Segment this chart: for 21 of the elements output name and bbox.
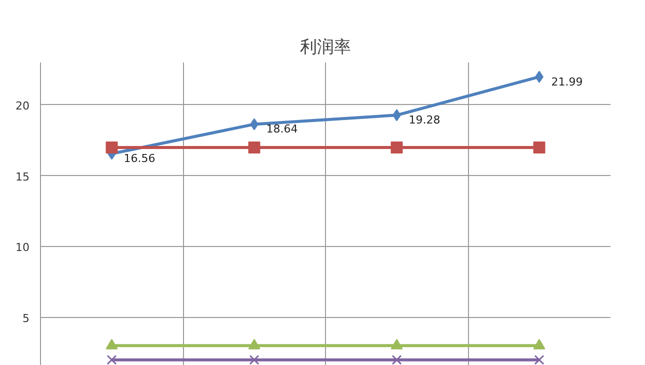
- point: [392, 354, 402, 365]
- point: [533, 141, 546, 154]
- y-tick-label: 10: [16, 241, 30, 254]
- chart-title: 利润率: [300, 38, 351, 58]
- data-label: 19.28: [408, 114, 440, 127]
- point: [390, 338, 403, 350]
- data-label: 21.99: [551, 75, 583, 88]
- data-label: 18.64: [266, 122, 298, 136]
- data-label: 16.56: [124, 152, 156, 166]
- point: [534, 354, 544, 365]
- point: [533, 338, 546, 350]
- y-tick-label: 15: [16, 170, 30, 184]
- point: [106, 354, 117, 365]
- point: [106, 141, 118, 154]
- y-tick-label: 5: [22, 312, 30, 325]
- point: [248, 338, 260, 350]
- point: [106, 338, 118, 350]
- y-tick-label: 20: [16, 99, 30, 112]
- point: [248, 141, 260, 154]
- point: [390, 141, 403, 154]
- point: [249, 354, 260, 365]
